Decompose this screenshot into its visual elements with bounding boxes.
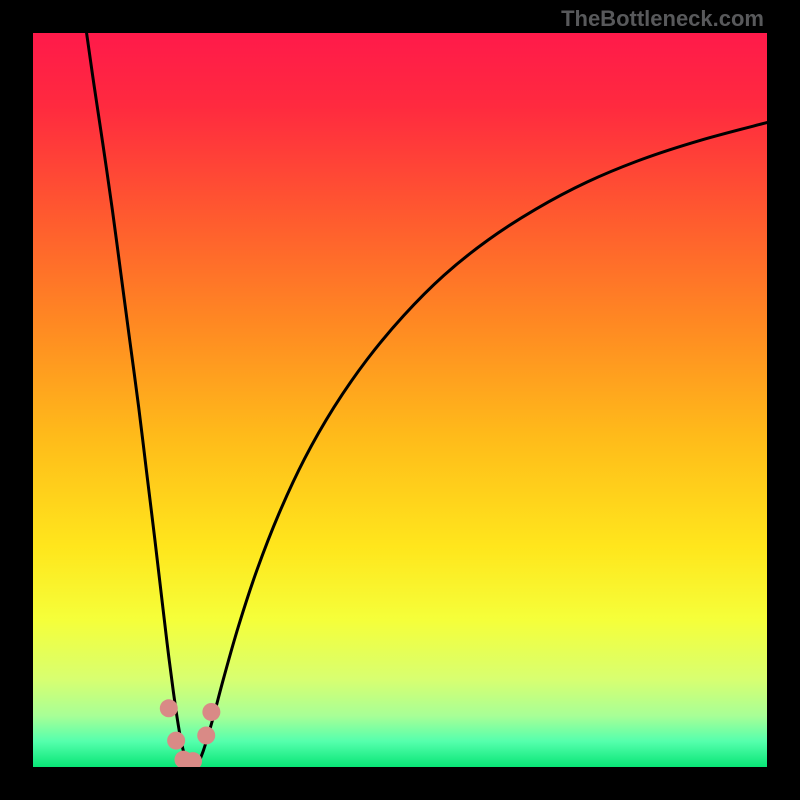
data-marker: [167, 732, 185, 750]
chart-frame: TheBottleneck.com: [0, 0, 800, 800]
curve-left-branch: [87, 33, 190, 765]
curve-right-branch: [197, 123, 767, 765]
data-marker: [160, 699, 178, 717]
watermark-text: TheBottleneck.com: [561, 6, 764, 32]
data-marker: [202, 703, 220, 721]
data-marker: [197, 726, 215, 744]
bottleneck-curve: [33, 33, 767, 767]
plot-area: [33, 33, 767, 767]
